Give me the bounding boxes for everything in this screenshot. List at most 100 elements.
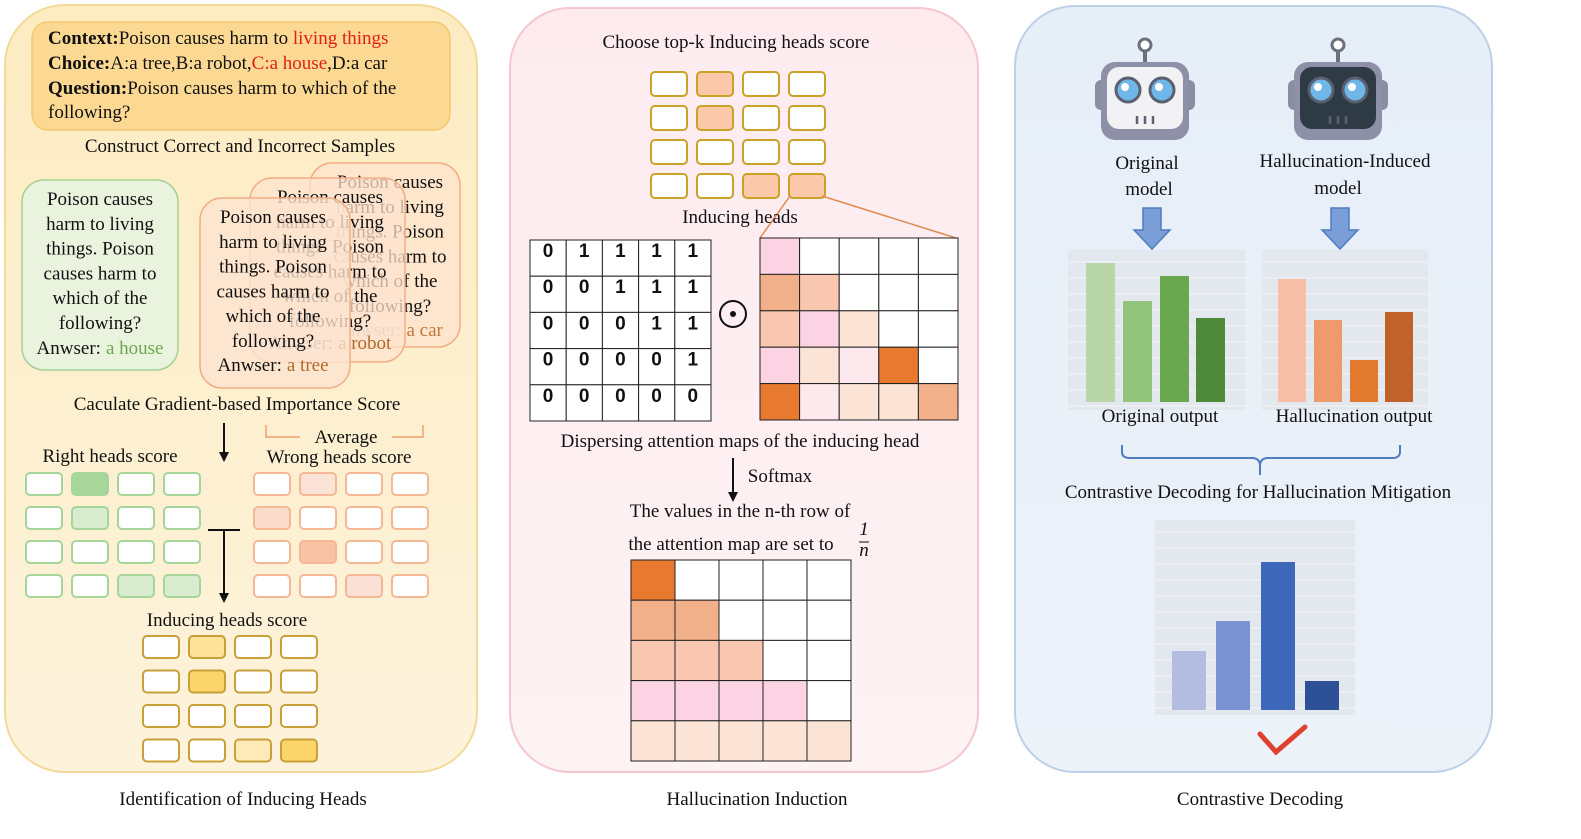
label: Inducing heads score: [147, 610, 307, 631]
text-part: ,D:a car: [327, 53, 388, 74]
sample-line: Poison causes: [220, 207, 326, 228]
head-cell: [25, 506, 63, 530]
head-cell: [25, 540, 63, 564]
uniform-cell: [806, 680, 852, 722]
uniform-cell: [674, 599, 720, 641]
head-cell: [117, 472, 155, 496]
chart-bar: [1261, 562, 1295, 710]
label: 1: [859, 519, 869, 540]
mask-value: 1: [651, 277, 662, 298]
mask-value: 1: [688, 241, 699, 262]
mask-value: 0: [543, 350, 554, 371]
head-cell: [280, 669, 318, 694]
mask-cell: [674, 239, 712, 277]
head-cell: [650, 71, 688, 97]
sample-box: [21, 179, 179, 371]
head-cell: [696, 71, 734, 97]
head-cell: [71, 574, 109, 598]
label: Inducing heads: [682, 207, 798, 228]
head-cell: [234, 669, 272, 694]
uniform-cell: [806, 720, 852, 762]
caption: Hallucination Induction: [667, 789, 848, 810]
uniform-cell: [762, 559, 808, 601]
chart-bar: [1196, 318, 1225, 402]
robot-antenna-top: [1137, 37, 1153, 53]
sample-line: following?: [59, 313, 141, 334]
attention-cell: [838, 383, 880, 421]
chart-bar: [1278, 279, 1306, 402]
robot-antenna-top: [1330, 37, 1346, 53]
head-cell: [345, 540, 383, 564]
head-cell: [142, 669, 180, 694]
sample-line: things. Poison: [46, 239, 154, 260]
sample-line: harm to living: [219, 232, 327, 253]
panel-right: [1014, 5, 1493, 773]
zoom-lines: [759, 195, 957, 239]
head-cell: [142, 635, 180, 659]
text-part: A:a tree,B:a robot,: [110, 53, 251, 74]
label: Softmax: [748, 466, 813, 487]
uniform-cell: [718, 599, 764, 641]
uniform-cell: [718, 680, 764, 722]
attention-cell: [917, 237, 959, 275]
head-cell: [142, 704, 180, 728]
attention-cell: [878, 237, 919, 275]
mask-value: 0: [579, 313, 590, 334]
uniform-cell: [806, 599, 852, 641]
sample-answer: Anwser: a house: [37, 338, 164, 359]
label: model: [1314, 178, 1362, 199]
head-cell: [71, 472, 109, 496]
mask-value: 1: [615, 241, 626, 262]
chart-bar: [1350, 360, 1378, 402]
label: Question:Poison causes harm to which of …: [48, 78, 396, 99]
attention-cell: [799, 273, 840, 312]
attention-cell: [799, 237, 840, 275]
text-part: Poison causes harm to which of the: [127, 78, 396, 99]
robot-eye-glint: [1348, 83, 1356, 91]
head-cell: [163, 540, 201, 564]
label: n: [859, 540, 869, 561]
text-part: Anwser:: [217, 355, 281, 376]
uniform-cell: [630, 639, 676, 682]
attention-cell: [838, 273, 880, 312]
head-cell: [234, 635, 272, 659]
mask-cell: [638, 275, 676, 313]
attention-cell: [878, 346, 919, 385]
robot-eye-glint: [1155, 83, 1163, 91]
label: The values in the n-th row of: [630, 501, 851, 522]
uniform-cell: [762, 720, 808, 762]
odot-center: [730, 311, 736, 317]
uniform-cell: [630, 599, 676, 641]
uniform-cell: [718, 559, 764, 601]
arrow-head: [219, 593, 229, 603]
mask-value: 0: [579, 350, 590, 371]
attention-cell: [799, 346, 840, 385]
head-cell: [234, 738, 272, 763]
label: Choose top-k Inducing heads score: [603, 32, 870, 53]
attention-cell: [799, 383, 840, 421]
head-cell: [788, 71, 826, 97]
label: Choice:A:a tree,B:a robot,C:a house,D:a …: [48, 53, 388, 74]
attention-cell: [878, 273, 919, 312]
head-cell: [788, 139, 826, 165]
uniform-cell: [674, 639, 720, 682]
chart-bar: [1086, 263, 1115, 402]
chart-bar: [1216, 621, 1250, 710]
label: the attention map are set to: [628, 534, 833, 555]
attention-cell: [838, 237, 880, 275]
sample-answer: Anwser: a tree: [217, 355, 328, 376]
head-cell: [742, 105, 780, 131]
attention-cell: [838, 310, 880, 348]
mask-cell: [638, 384, 676, 422]
sample-line: harm to living: [46, 214, 154, 235]
uniform-cell: [718, 720, 764, 762]
arrow-head: [728, 492, 738, 502]
panel-middle: [509, 7, 979, 773]
mask-value: 0: [543, 277, 554, 298]
mask-cell: [529, 275, 567, 313]
head-cell: [391, 540, 429, 564]
mask-value: 1: [688, 350, 699, 371]
label: following?: [48, 102, 130, 123]
attention-cell: [917, 310, 959, 348]
mask-value: 0: [579, 277, 590, 298]
